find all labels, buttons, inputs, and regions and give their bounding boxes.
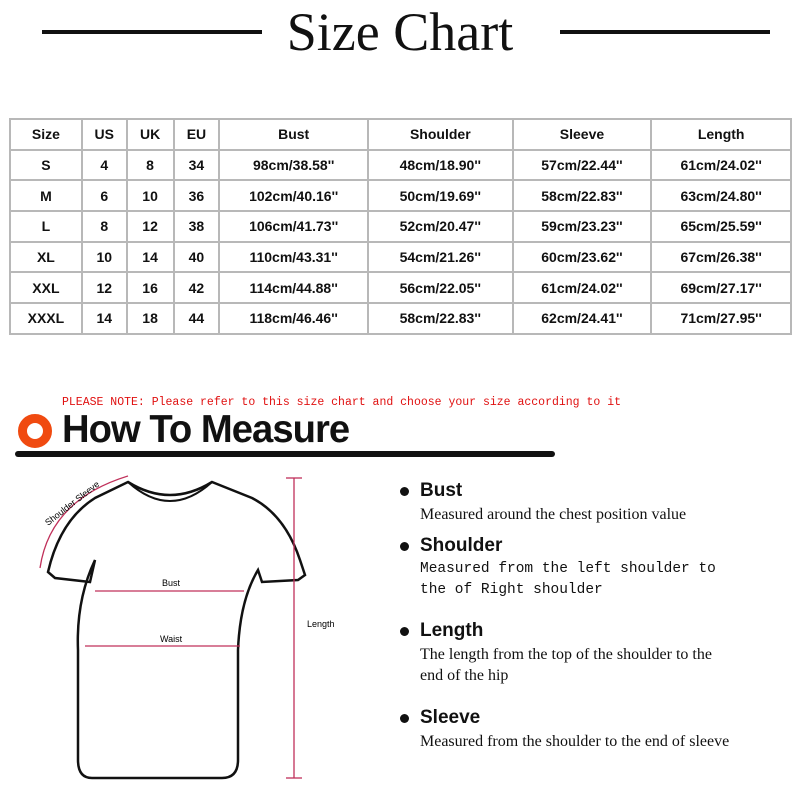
table-row: XXL 12 16 42 114cm/44.88'' 56cm/22.05'' 61cm/2… (9, 271, 792, 305)
table-cell: 114cm/44.88'' (218, 271, 369, 305)
table-cell: 4 (80, 148, 128, 182)
table-cell: 34 (172, 148, 221, 182)
table-cell: 61cm/24.02'' (511, 271, 653, 305)
table-cell: 44 (172, 302, 221, 335)
table-row: M 6 10 36 102cm/40.16'' 50cm/19.69'' 58cm/22.8… (9, 179, 792, 213)
measure-name: Bust (400, 480, 730, 502)
column-header: Size (9, 118, 83, 151)
divider (42, 30, 262, 34)
table-cell: XXL (9, 271, 83, 305)
table-cell: 14 (80, 302, 128, 335)
table-cell: 63cm/24.80'' (650, 179, 792, 213)
table-cell: 102cm/40.16'' (218, 179, 369, 213)
table-cell: 50cm/19.69'' (367, 179, 514, 213)
svg-text:Bust: Bust (162, 578, 181, 588)
table-cell: 69cm/27.17'' (650, 271, 792, 305)
measure-item-shoulder: Shoulder Measured from the left shoulder … (400, 535, 720, 601)
table-cell: 62cm/24.41'' (511, 302, 653, 335)
tshirt-outline (46, 480, 307, 780)
table-cell: 40 (172, 240, 221, 274)
table-header-row: Size US UK EU Bust Shoulder Sleeve Length (9, 118, 792, 151)
collar (127, 481, 213, 502)
table-cell: S (9, 148, 83, 182)
table-cell: 54cm/21.26'' (367, 240, 514, 274)
measure-description: The length from the top of the shoulder … (420, 646, 712, 684)
table-cell: 36 (172, 179, 221, 213)
column-header: UK (125, 118, 175, 151)
measure-description: Measured from the left shoulder to the o… (420, 561, 716, 598)
column-header: Shoulder (367, 118, 514, 151)
measure-name: Shoulder (400, 535, 720, 557)
measure-description: Measured from the shoulder to the end of… (420, 733, 730, 750)
table-cell: XXXL (9, 302, 83, 335)
column-header: Sleeve (511, 118, 653, 151)
measure-name: Sleeve (400, 707, 730, 729)
measure-title: Sleeve (420, 707, 481, 728)
table-cell: 12 (80, 271, 128, 305)
table-cell: 58cm/22.83'' (367, 302, 514, 335)
table-row: S 4 8 34 98cm/38.58'' 48cm/18.90'' 57cm/22.44'… (9, 148, 792, 182)
table-cell: 61cm/24.02'' (650, 148, 792, 182)
table-cell: 67cm/26.38'' (650, 240, 792, 274)
page-title: Size Chart (286, 2, 514, 62)
column-header: EU (172, 118, 221, 151)
measure-item-length: Length The length from the top of the sho… (400, 620, 730, 686)
table-cell: 60cm/23.62'' (511, 240, 653, 274)
table-cell: 18 (125, 302, 175, 335)
table-cell: 59cm/23.23'' (511, 210, 653, 243)
table-cell: 98cm/38.58'' (218, 148, 369, 182)
table-cell: 58cm/22.83'' (511, 179, 653, 213)
svg-text:Waist: Waist (160, 634, 183, 644)
column-header: US (80, 118, 128, 151)
divider (15, 451, 555, 457)
bullet-icon (400, 486, 409, 496)
table-cell: L (9, 210, 83, 243)
table-cell: 38 (172, 210, 221, 243)
table-cell: 57cm/22.44'' (511, 148, 653, 182)
table-row: XXXL 14 18 44 118cm/46.46'' 58cm/22.83'' 62cm/… (9, 302, 792, 335)
bullet-icon (400, 626, 409, 636)
table-cell: 110cm/43.31'' (218, 240, 369, 274)
column-header: Bust (218, 118, 369, 151)
table-cell: 8 (125, 148, 175, 182)
table-cell: 56cm/22.05'' (367, 271, 514, 305)
table-cell: 12 (125, 210, 175, 243)
table-cell: 71cm/27.95'' (650, 302, 792, 335)
tshirt-diagram: Shoulder Sleeve Bust Waist Length (39, 475, 335, 780)
table-cell: 8 (80, 210, 128, 243)
measure-title: Bust (420, 480, 463, 501)
size-table: Size US UK EU Bust Shoulder Sleeve Length S 4 8 34 9… (9, 118, 792, 335)
table-cell: 52cm/20.47'' (367, 210, 514, 243)
table-cell: 6 (80, 179, 128, 213)
measure-description: Measured around the chest position value (420, 506, 687, 523)
measure-item-bust: Bust Measured around the chest position v… (400, 480, 730, 525)
circle-bullet-icon (18, 414, 52, 448)
svg-text:Length: Length (307, 619, 335, 629)
table-cell: 10 (80, 240, 128, 274)
table-cell: M (9, 179, 83, 213)
table-cell: 14 (125, 240, 175, 274)
measure-item-sleeve: Sleeve Measured from the shoulder to the … (400, 707, 730, 752)
measure-title: Length (420, 620, 484, 641)
table-cell: 42 (172, 271, 221, 305)
table-row: L 8 12 38 106cm/41.73'' 52cm/20.47'' 59cm/23.2… (9, 210, 792, 243)
please-note: PLEASE NOTE: Please refer to this size c… (62, 396, 621, 409)
measure-title: Shoulder (420, 535, 503, 556)
table-cell: 106cm/41.73'' (218, 210, 369, 243)
table-cell: 65cm/25.59'' (650, 210, 792, 243)
table-cell: 10 (125, 179, 175, 213)
table-cell: 48cm/18.90'' (367, 148, 514, 182)
column-header: Length (650, 118, 792, 151)
measure-name: Length (400, 620, 730, 642)
bullet-icon (400, 713, 409, 723)
bullet-icon (400, 541, 409, 551)
divider (560, 30, 770, 34)
table-row: XL 10 14 40 110cm/43.31'' 54cm/21.26'' 60cm/23… (9, 240, 792, 274)
table-cell: 16 (125, 271, 175, 305)
title-bar: Size Chart (0, 0, 800, 70)
how-to-measure-heading: How To Measure (62, 408, 350, 451)
table-cell: XL (9, 240, 83, 274)
shoulder-sleeve-line (39, 475, 129, 569)
table-cell: 118cm/46.46'' (218, 302, 369, 335)
